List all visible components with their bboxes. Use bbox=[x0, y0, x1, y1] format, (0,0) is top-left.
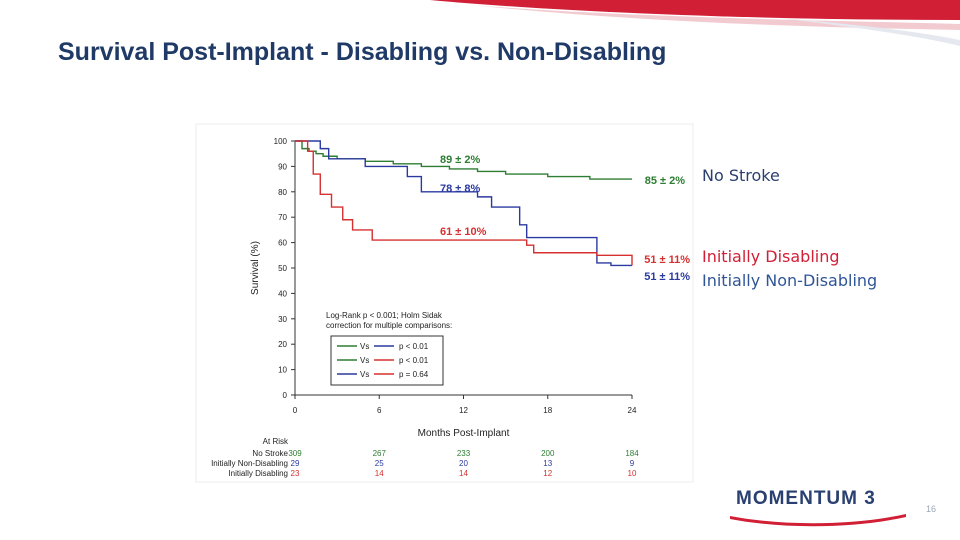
series-initially-non-disabling bbox=[295, 140, 632, 267]
annotation-label: 78 ± 8% bbox=[440, 183, 481, 195]
comparison-p-value: p < 0.01 bbox=[399, 342, 429, 351]
annotation-label: 61 ± 10% bbox=[440, 226, 487, 238]
at-risk-row-label: No Stroke bbox=[252, 449, 288, 458]
at-risk-value: 20 bbox=[459, 459, 468, 468]
annotation-label: 89 ± 2% bbox=[440, 154, 481, 166]
stats-text: correction for multiple comparisons: bbox=[326, 321, 452, 330]
y-tick-label: 10 bbox=[278, 366, 287, 375]
x-tick-label: 0 bbox=[293, 406, 298, 415]
page-number: 16 bbox=[926, 504, 937, 514]
at-risk-value: 13 bbox=[543, 459, 552, 468]
page-title: Survival Post-Implant - Disabling vs. No… bbox=[58, 38, 667, 66]
x-tick-label: 24 bbox=[628, 406, 637, 415]
series-initially-disabling bbox=[295, 140, 633, 266]
at-risk-value: 309 bbox=[288, 449, 302, 458]
at-risk-title: At Risk bbox=[263, 437, 289, 446]
y-tick-label: 40 bbox=[278, 289, 287, 298]
momentum-logo: MOMENTUM 3 bbox=[722, 484, 912, 528]
annotation-label: 85 ± 2% bbox=[645, 175, 686, 187]
y-tick-label: 0 bbox=[283, 391, 288, 400]
at-risk-value: 14 bbox=[459, 469, 468, 478]
at-risk-value: 12 bbox=[543, 469, 552, 478]
y-tick-label: 100 bbox=[274, 137, 288, 146]
at-risk-value: 267 bbox=[373, 449, 387, 458]
logo-swoosh bbox=[730, 514, 906, 527]
at-risk-value: 10 bbox=[628, 469, 637, 478]
comparison-p-value: p < 0.01 bbox=[399, 356, 429, 365]
at-risk-value: 9 bbox=[630, 459, 635, 468]
y-tick-label: 90 bbox=[278, 162, 287, 171]
at-risk-value: 184 bbox=[625, 449, 639, 458]
comparison-vs: Vs bbox=[360, 356, 369, 365]
y-tick-label: 30 bbox=[278, 315, 287, 324]
y-tick-label: 60 bbox=[278, 239, 287, 248]
at-risk-row-label: Initially Disabling bbox=[228, 469, 288, 478]
side-label-initially-non-disabling: Initially Non-Disabling bbox=[702, 271, 878, 290]
y-tick-label: 20 bbox=[278, 340, 287, 349]
annotation-label: 51 ± 11% bbox=[644, 271, 690, 283]
logo-text: MOMENTUM 3 bbox=[736, 488, 876, 509]
y-tick-label: 50 bbox=[278, 264, 287, 273]
x-tick-label: 6 bbox=[377, 406, 382, 415]
side-label-initially-disabling: Initially Disabling bbox=[702, 247, 840, 266]
at-risk-value: 29 bbox=[291, 459, 300, 468]
at-risk-value: 200 bbox=[541, 449, 555, 458]
at-risk-value: 14 bbox=[375, 469, 384, 478]
series-no-stroke bbox=[295, 140, 632, 180]
at-risk-value: 233 bbox=[457, 449, 471, 458]
x-tick-label: 18 bbox=[543, 406, 552, 415]
x-tick-label: 12 bbox=[459, 406, 468, 415]
y-tick-label: 70 bbox=[278, 213, 287, 222]
annotation-label: 51 ± 11% bbox=[644, 254, 690, 266]
at-risk-row-label: Initially Non-Disabling bbox=[211, 459, 288, 468]
x-axis-label: Months Post-Implant bbox=[418, 428, 510, 439]
comparison-vs: Vs bbox=[360, 342, 369, 351]
at-risk-value: 23 bbox=[291, 469, 300, 478]
y-axis-label: Survival (%) bbox=[250, 241, 261, 295]
comparison-p-value: p = 0.64 bbox=[399, 370, 429, 379]
stats-text: Log-Rank p < 0.001; Holm Sidak bbox=[326, 311, 443, 320]
side-label-no-stroke: No Stroke bbox=[702, 166, 780, 185]
y-tick-label: 80 bbox=[278, 188, 287, 197]
comparison-vs: Vs bbox=[360, 370, 369, 379]
at-risk-value: 25 bbox=[375, 459, 384, 468]
figure-panel bbox=[195, 123, 694, 483]
